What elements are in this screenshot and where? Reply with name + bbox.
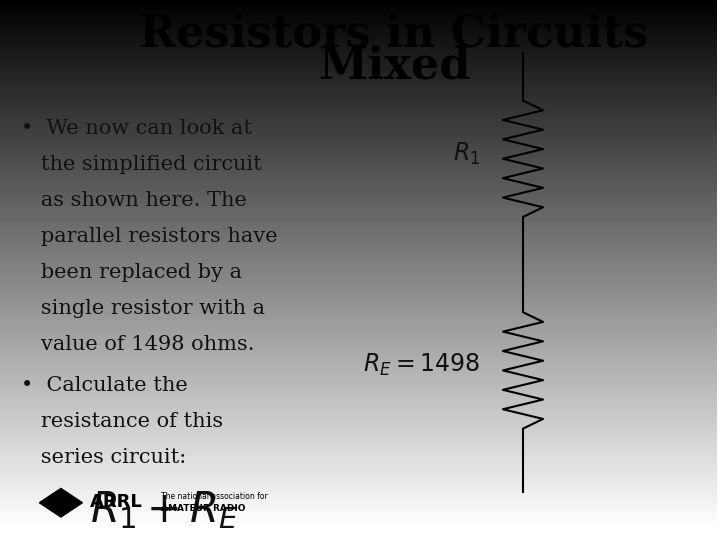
Text: single resistor with a: single resistor with a bbox=[22, 299, 266, 318]
Text: $R_1$: $R_1$ bbox=[453, 140, 480, 166]
Text: Resistors in Circuits: Resistors in Circuits bbox=[140, 13, 649, 56]
Text: •  Calculate the: • Calculate the bbox=[22, 376, 188, 395]
Text: value of 1498 ohms.: value of 1498 ohms. bbox=[22, 335, 255, 354]
Text: •  We now can look at: • We now can look at bbox=[22, 119, 253, 138]
Text: $R_E=1498$: $R_E=1498$ bbox=[363, 352, 480, 378]
Text: resistance of this: resistance of this bbox=[22, 412, 224, 431]
Text: AMATEUR RADIO: AMATEUR RADIO bbox=[161, 503, 246, 512]
Text: $R_1 + R_E$: $R_1 + R_E$ bbox=[90, 489, 239, 531]
Text: as shown here. The: as shown here. The bbox=[22, 191, 248, 210]
Text: ARRL: ARRL bbox=[89, 492, 143, 511]
Polygon shape bbox=[40, 489, 82, 517]
Text: been replaced by a: been replaced by a bbox=[22, 263, 243, 282]
Text: The national association for: The national association for bbox=[161, 492, 268, 501]
Text: series circuit:: series circuit: bbox=[22, 448, 186, 467]
Text: parallel resistors have: parallel resistors have bbox=[22, 227, 278, 246]
Text: the simplified circuit: the simplified circuit bbox=[22, 155, 262, 174]
Text: Mixed: Mixed bbox=[318, 45, 470, 87]
